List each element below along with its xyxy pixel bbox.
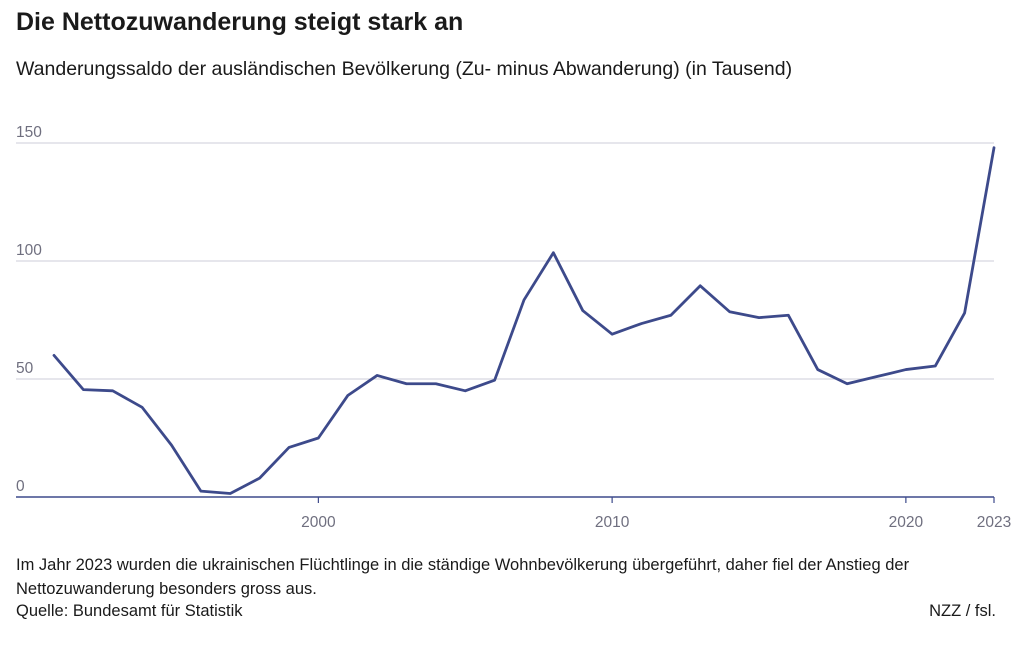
chart-subtitle: Wanderungssaldo der ausländischen Bevölk… [16,58,793,80]
y-tick-label: 100 [16,242,42,259]
x-tick-label: 2000 [301,514,336,531]
chart-credit: NZZ / fsl. [929,602,996,620]
chart-title: Die Nettozuwanderung steigt stark an [16,8,464,36]
y-tick-label: 0 [16,478,25,495]
chart-note: Im Jahr 2023 wurden die ukrainischen Flü… [16,556,910,598]
x-tick-label: 2023 [977,514,1011,531]
line-chart: 0 50 100 150 2000 2010 2020 2023 [16,124,1011,531]
y-tick-label: 150 [16,124,42,141]
x-tick-label: 2010 [595,514,630,531]
chart-source: Quelle: Bundesamt für Statistik [16,602,243,620]
series-line [52,146,996,495]
x-tick-label: 2020 [889,514,924,531]
y-tick-label: 50 [16,360,34,377]
